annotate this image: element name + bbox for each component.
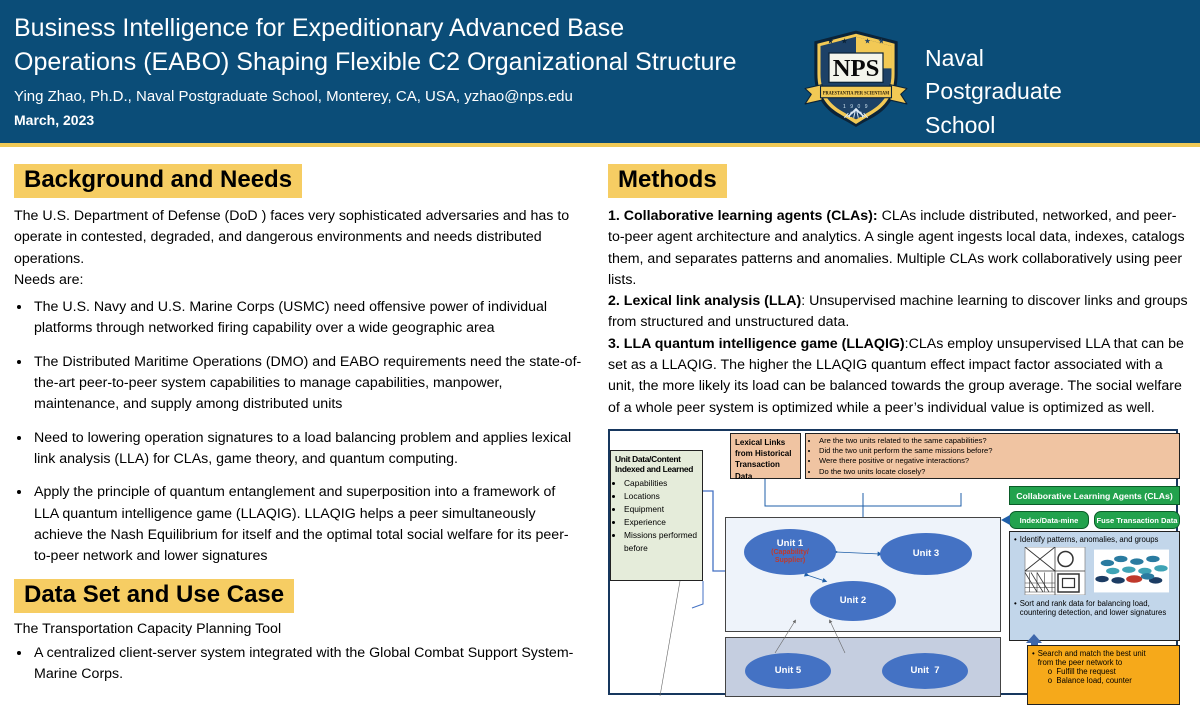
svg-text:★: ★ [878,37,885,46]
svg-text:★: ★ [827,37,834,46]
svg-text:★: ★ [841,37,848,46]
svg-text:NPS: NPS [833,55,880,82]
svg-text:★: ★ [864,37,871,46]
svg-text:PRAESTANTIA PER SCIENTIAM: PRAESTANTIA PER SCIENTIAM [823,91,889,97]
